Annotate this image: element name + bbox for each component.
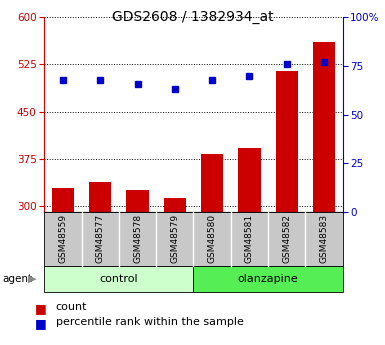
Text: GSM48577: GSM48577 bbox=[96, 214, 105, 264]
Text: control: control bbox=[100, 274, 138, 284]
Bar bbox=[164, 198, 186, 212]
Text: ▶: ▶ bbox=[28, 274, 36, 284]
Text: GDS2608 / 1382934_at: GDS2608 / 1382934_at bbox=[112, 10, 273, 24]
Text: GSM48580: GSM48580 bbox=[208, 214, 217, 264]
Bar bbox=[126, 190, 149, 212]
Text: percentile rank within the sample: percentile rank within the sample bbox=[56, 317, 244, 327]
Text: GSM48559: GSM48559 bbox=[59, 214, 67, 264]
Text: olanzapine: olanzapine bbox=[238, 274, 298, 284]
Text: GSM48578: GSM48578 bbox=[133, 214, 142, 264]
Bar bbox=[89, 182, 111, 212]
Text: GSM48579: GSM48579 bbox=[170, 214, 179, 264]
Bar bbox=[201, 154, 223, 212]
Text: ■: ■ bbox=[35, 302, 47, 315]
Text: count: count bbox=[56, 302, 87, 312]
Bar bbox=[52, 188, 74, 212]
Text: GSM48583: GSM48583 bbox=[320, 214, 328, 264]
Bar bbox=[276, 71, 298, 212]
Bar bbox=[238, 148, 261, 212]
Text: GSM48581: GSM48581 bbox=[245, 214, 254, 264]
Text: GSM48582: GSM48582 bbox=[282, 214, 291, 264]
Text: ■: ■ bbox=[35, 317, 47, 331]
Bar bbox=[313, 42, 335, 212]
Text: agent: agent bbox=[2, 274, 32, 284]
